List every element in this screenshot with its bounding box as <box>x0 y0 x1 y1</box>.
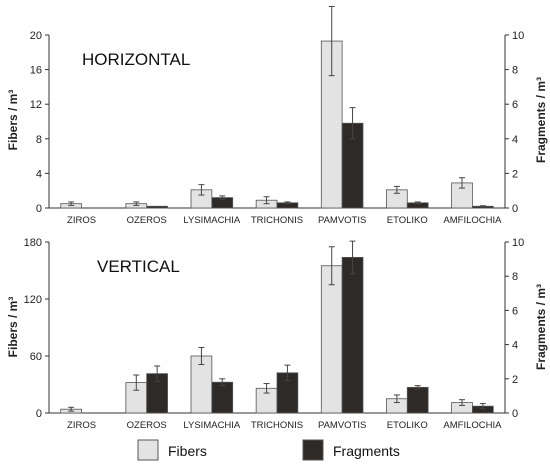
legend: Fibers Fragments <box>137 439 400 461</box>
category-label: ETOLIKO <box>387 420 428 431</box>
category-label: PAMVOTIS <box>318 215 366 226</box>
y-tick-label-left: 120 <box>24 294 42 306</box>
y-tick-label-right: 0 <box>512 203 518 215</box>
y-axis-title-left: Fibers / m³ <box>6 90 20 151</box>
panel-title: VERTICAL <box>97 257 180 276</box>
y-axis-title-right: Fragments / m³ <box>534 284 548 370</box>
legend-swatch-fragments <box>302 439 324 461</box>
category-label: TRICHONIS <box>251 420 303 431</box>
bar-fragments <box>341 256 364 414</box>
horizontal-panel: HORIZONTAL 0 4 8 12 16 20 0 2 4 6 8 10 Fibers / m³ Fr… <box>6 5 548 226</box>
y-tick-label-right: 4 <box>512 340 518 352</box>
y-tick-label-right: 4 <box>512 134 518 146</box>
category-label: ETOLIKO <box>387 215 428 226</box>
y-tick-label-right: 6 <box>512 305 518 317</box>
y-tick-label-right: 6 <box>512 99 518 111</box>
y-tick-label-right: 8 <box>512 65 518 77</box>
y-tick-label-left: 12 <box>30 99 42 111</box>
y-tick-label-left: 0 <box>36 408 42 420</box>
legend-label-fibers: Fibers <box>168 443 207 459</box>
category-label: TRICHONIS <box>251 215 303 226</box>
legend-label-fragments: Fragments <box>333 443 400 459</box>
y-axis-title-right: Fragments / m³ <box>534 77 548 163</box>
category-label: AMFILOCHIA <box>443 420 502 431</box>
y-tick-label-left: 8 <box>36 134 42 146</box>
y-tick-label-right: 2 <box>512 168 518 180</box>
y-tick-label-right: 2 <box>512 374 518 386</box>
bar-fragments <box>211 381 234 414</box>
y-tick-label-right: 10 <box>512 30 524 42</box>
y-tick-label-left: 20 <box>30 30 42 42</box>
bar-fragments <box>146 205 168 209</box>
category-label: PAMVOTIS <box>318 420 366 431</box>
y-tick-label-left: 60 <box>30 351 42 363</box>
y-tick-label-left: 16 <box>30 65 42 77</box>
bar-fragments <box>406 386 429 414</box>
category-label: ZIROS <box>67 420 96 431</box>
y-tick-label-left: 0 <box>36 203 42 215</box>
category-label: LYSIMACHIA <box>183 420 241 431</box>
y-tick-label-right: 8 <box>512 271 518 283</box>
category-label: ZIROS <box>67 215 96 226</box>
category-label: OZEROS <box>127 420 167 431</box>
bar-fibers <box>320 265 343 414</box>
category-label: OZEROS <box>127 215 167 226</box>
category-label: LYSIMACHIA <box>183 215 241 226</box>
panel-title: HORIZONTAL <box>82 50 190 69</box>
y-axis-title-left: Fibers / m³ <box>6 297 20 358</box>
y-tick-label-left: 4 <box>36 168 42 180</box>
legend-swatch-fibers <box>137 439 159 461</box>
y-tick-label-right: 10 <box>512 237 524 249</box>
y-tick-label-right: 0 <box>512 408 518 420</box>
category-label: AMFILOCHIA <box>443 215 502 226</box>
y-tick-label-left: 180 <box>24 237 42 249</box>
vertical-panel: VERTICAL 0 60 120 180 0 2 4 6 8 10 Fibers / m³ Frag… <box>6 237 548 431</box>
